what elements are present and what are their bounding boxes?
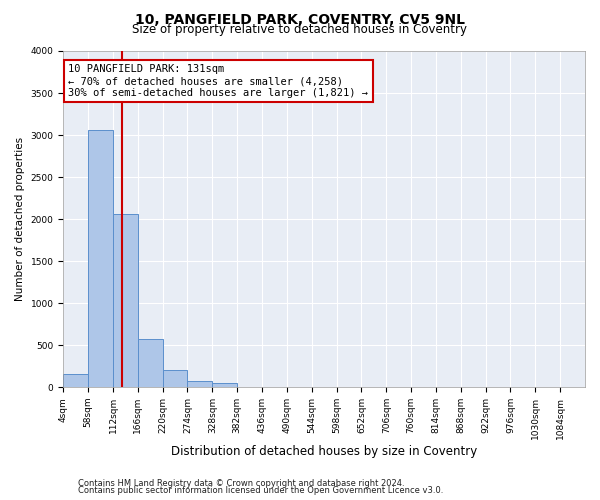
Text: Size of property relative to detached houses in Coventry: Size of property relative to detached ho… [133, 22, 467, 36]
Bar [63, 374, 88, 387]
Text: Contains public sector information licensed under the Open Government Licence v3: Contains public sector information licen… [78, 486, 443, 495]
Text: 10, PANGFIELD PARK, COVENTRY, CV5 9NL: 10, PANGFIELD PARK, COVENTRY, CV5 9NL [135, 12, 465, 26]
X-axis label: Distribution of detached houses by size in Coventry: Distribution of detached houses by size … [171, 444, 477, 458]
Bar [212, 383, 237, 387]
Text: 10 PANGFIELD PARK: 131sqm
← 70% of detached houses are smaller (4,258)
30% of se: 10 PANGFIELD PARK: 131sqm ← 70% of detac… [68, 64, 368, 98]
Bar [138, 339, 163, 387]
Bar [113, 214, 138, 387]
Text: Contains HM Land Registry data © Crown copyright and database right 2024.: Contains HM Land Registry data © Crown c… [78, 478, 404, 488]
Bar [88, 130, 113, 387]
Y-axis label: Number of detached properties: Number of detached properties [15, 137, 25, 301]
Bar [163, 370, 187, 387]
Bar [187, 381, 212, 387]
